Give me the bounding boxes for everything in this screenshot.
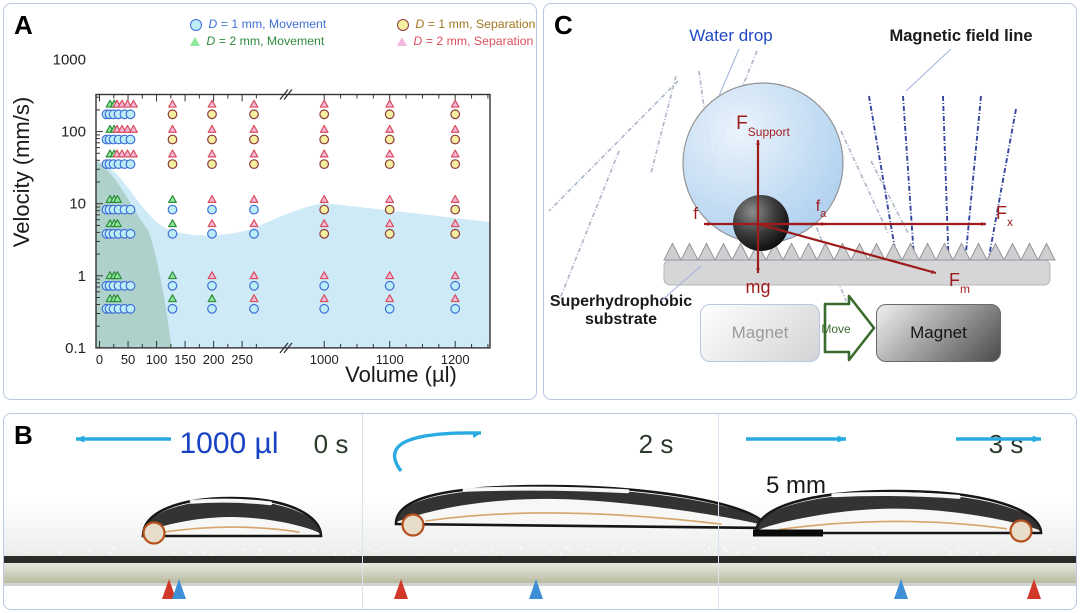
svg-text:0 s: 0 s xyxy=(314,429,349,459)
svg-text:2 s: 2 s xyxy=(639,429,674,459)
svg-text:150: 150 xyxy=(174,352,196,367)
svg-text:250: 250 xyxy=(231,352,253,367)
svg-text:1000: 1000 xyxy=(53,52,86,69)
svg-text:50: 50 xyxy=(121,352,135,367)
svg-text:3 s: 3 s xyxy=(989,429,1024,459)
svg-text:100: 100 xyxy=(61,124,86,141)
svg-text:5 mm: 5 mm xyxy=(766,472,826,499)
svg-text:200: 200 xyxy=(203,352,225,367)
svg-text:Move: Move xyxy=(821,322,851,336)
svg-text:10: 10 xyxy=(69,196,86,213)
svg-text:1000 µl: 1000 µl xyxy=(179,427,278,460)
svg-text:0: 0 xyxy=(96,352,103,367)
svg-text:0.1: 0.1 xyxy=(65,340,86,357)
svg-text:1: 1 xyxy=(78,268,86,285)
svg-text:100: 100 xyxy=(146,352,168,367)
